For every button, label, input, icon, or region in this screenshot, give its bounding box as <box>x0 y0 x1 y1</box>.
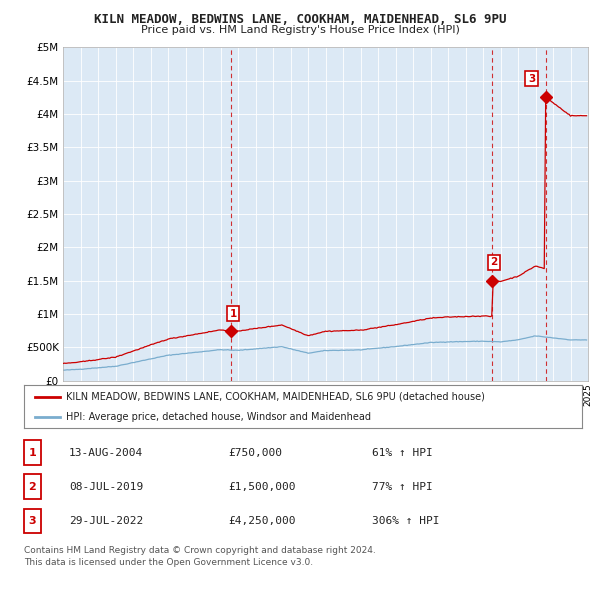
Text: 29-JUL-2022: 29-JUL-2022 <box>69 516 143 526</box>
Text: 77% ↑ HPI: 77% ↑ HPI <box>372 482 433 491</box>
Text: £4,250,000: £4,250,000 <box>228 516 296 526</box>
Text: 08-JUL-2019: 08-JUL-2019 <box>69 482 143 491</box>
Text: 306% ↑ HPI: 306% ↑ HPI <box>372 516 439 526</box>
Text: Contains HM Land Registry data © Crown copyright and database right 2024.: Contains HM Land Registry data © Crown c… <box>24 546 376 555</box>
Text: 2: 2 <box>490 257 497 267</box>
Text: 3: 3 <box>29 516 36 526</box>
Text: This data is licensed under the Open Government Licence v3.0.: This data is licensed under the Open Gov… <box>24 558 313 566</box>
Text: 2: 2 <box>29 482 36 491</box>
Text: £1,500,000: £1,500,000 <box>228 482 296 491</box>
Text: 1: 1 <box>229 309 236 319</box>
Text: 1: 1 <box>29 448 36 457</box>
Text: KILN MEADOW, BEDWINS LANE, COOKHAM, MAIDENHEAD, SL6 9PU: KILN MEADOW, BEDWINS LANE, COOKHAM, MAID… <box>94 13 506 26</box>
Text: KILN MEADOW, BEDWINS LANE, COOKHAM, MAIDENHEAD, SL6 9PU (detached house): KILN MEADOW, BEDWINS LANE, COOKHAM, MAID… <box>66 392 485 402</box>
Text: 13-AUG-2004: 13-AUG-2004 <box>69 448 143 457</box>
Text: HPI: Average price, detached house, Windsor and Maidenhead: HPI: Average price, detached house, Wind… <box>66 412 371 421</box>
Text: 61% ↑ HPI: 61% ↑ HPI <box>372 448 433 457</box>
Text: 3: 3 <box>528 74 535 84</box>
Text: Price paid vs. HM Land Registry's House Price Index (HPI): Price paid vs. HM Land Registry's House … <box>140 25 460 35</box>
Text: £750,000: £750,000 <box>228 448 282 457</box>
